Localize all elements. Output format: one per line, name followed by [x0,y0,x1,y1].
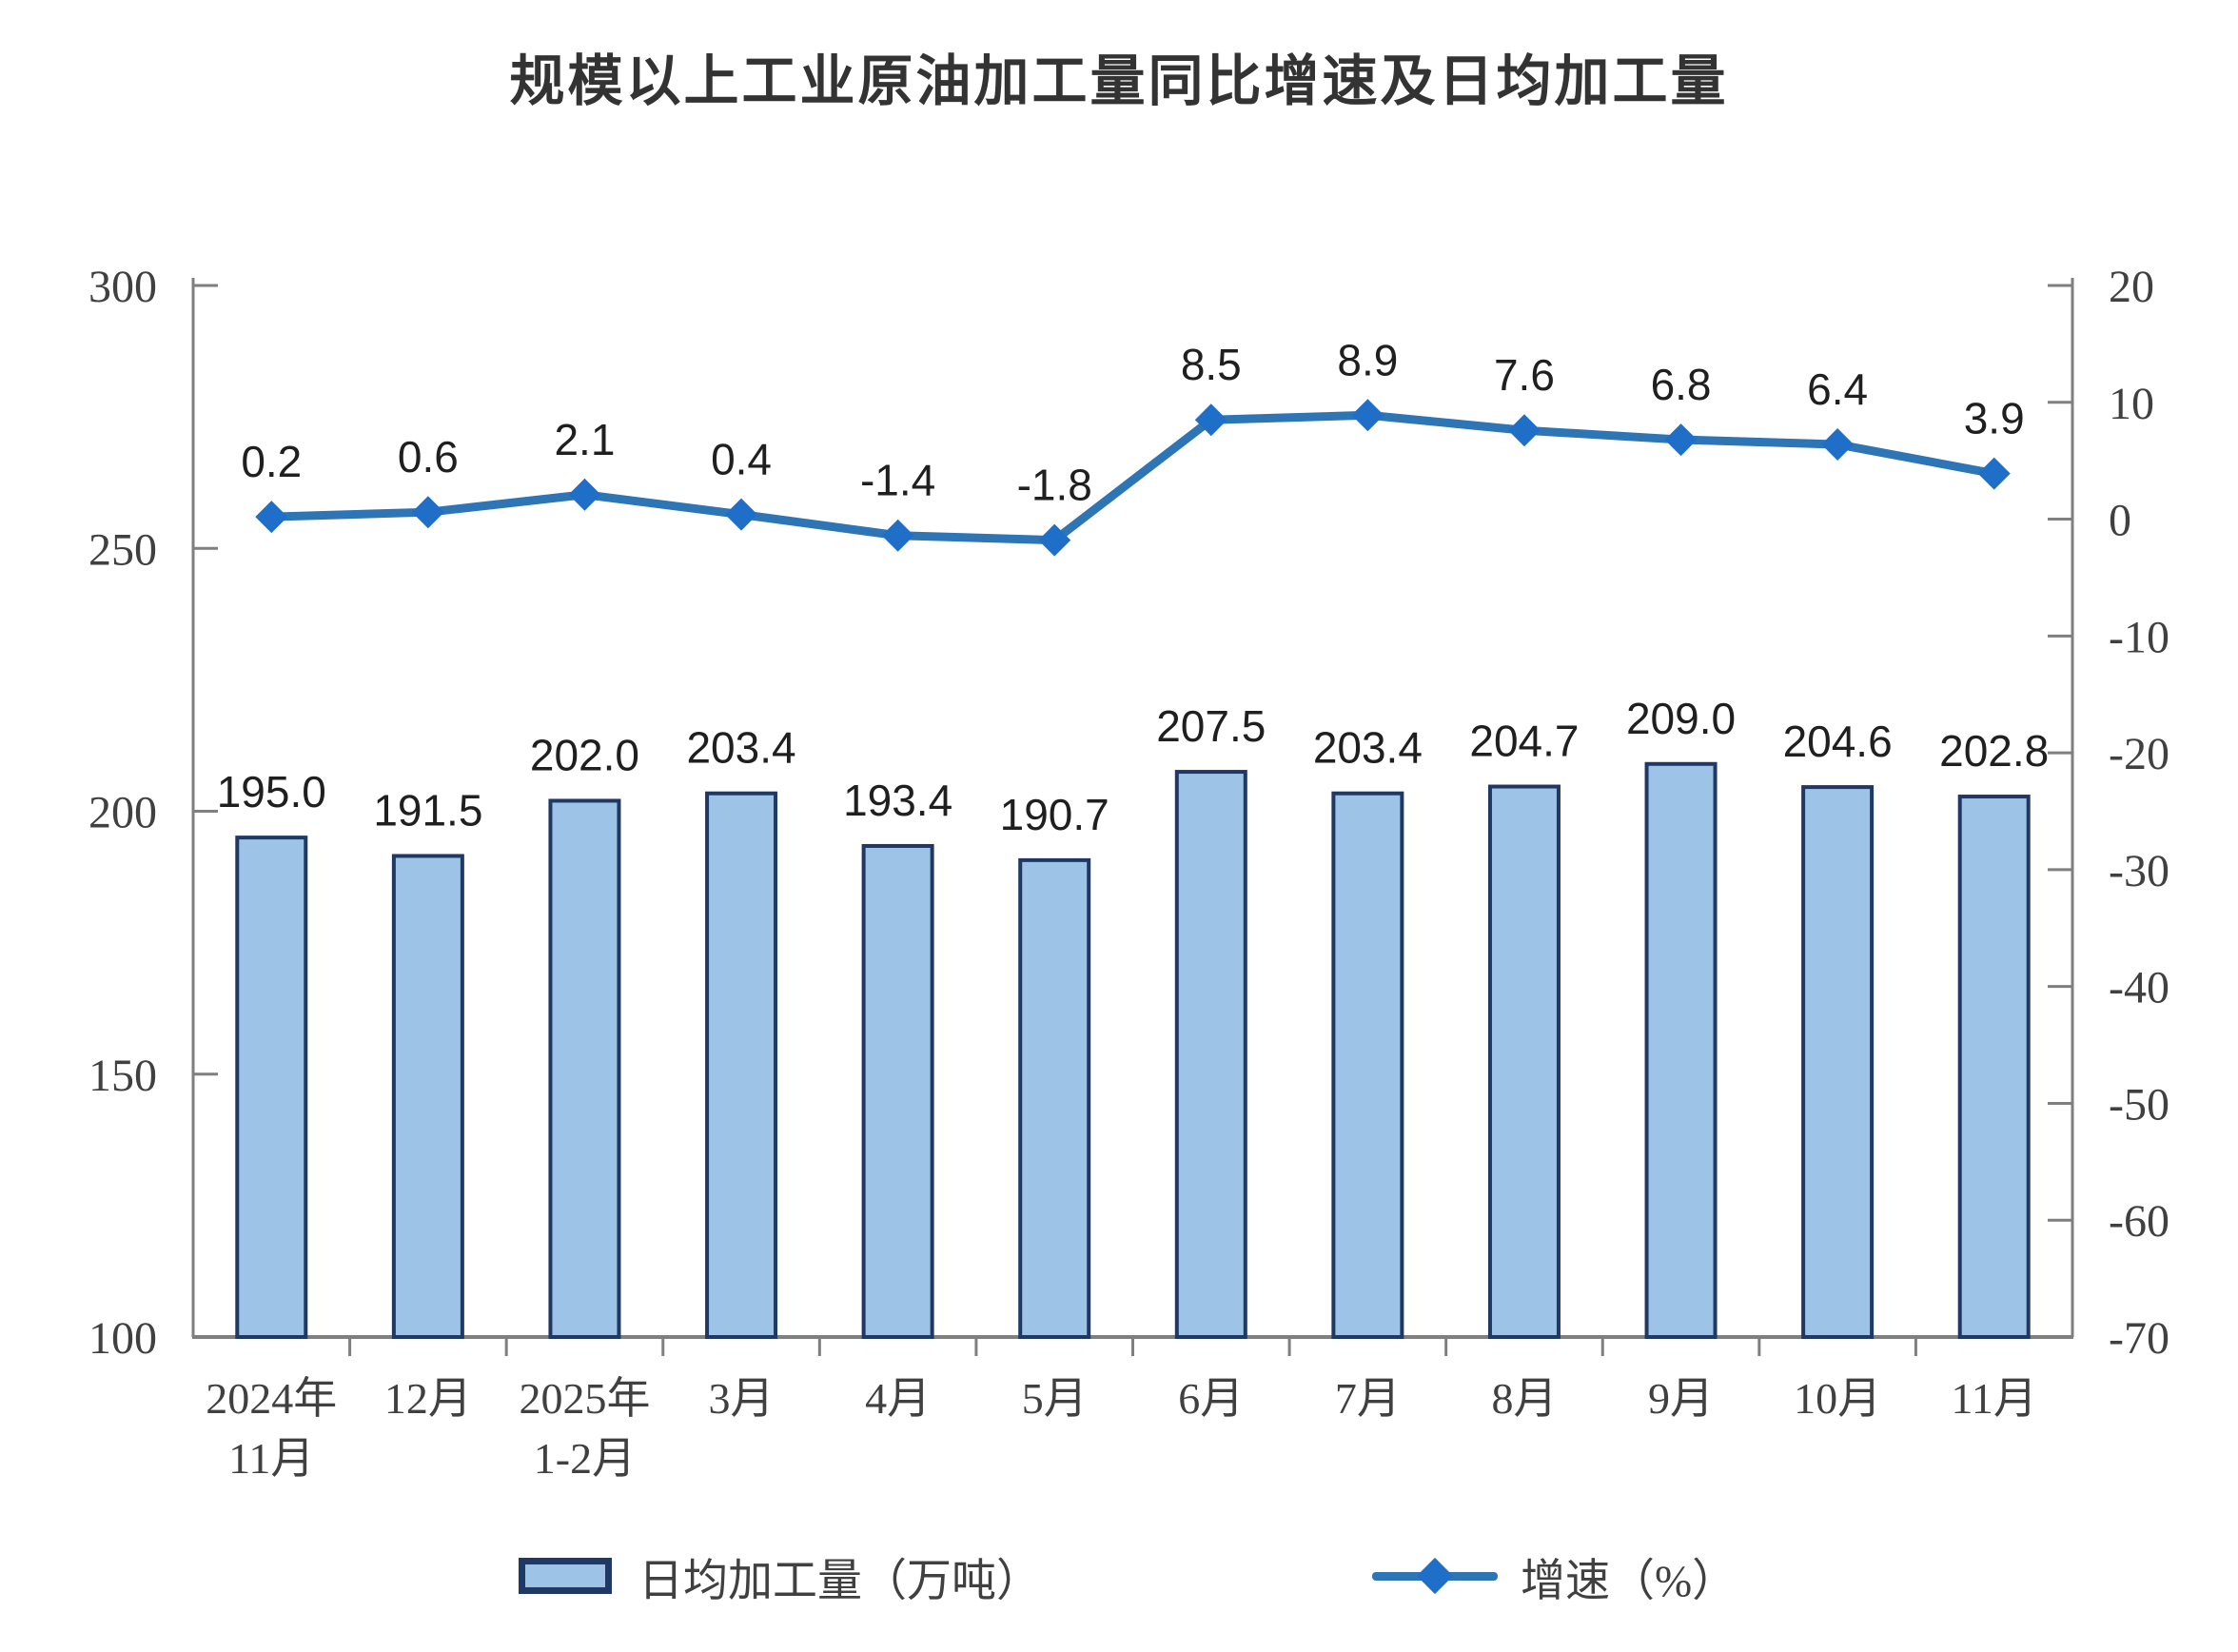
line-marker-diamond-icon [1977,457,2011,490]
line-value-label: 8.5 [1181,340,1242,389]
x-axis-label: 3月 [709,1374,775,1423]
x-axis-label: 10月 [1794,1374,1881,1423]
x-axis-label: 9月 [1648,1374,1714,1423]
bar [548,798,621,1339]
bar [1174,770,1247,1339]
right-axis-tick-label: -70 [2109,1313,2169,1364]
bar-value-label: 202.0 [530,730,639,779]
x-axis-label: 2024年 [206,1374,337,1423]
bar-value-label: 203.4 [1313,723,1423,773]
bar-value-label: 193.4 [843,776,952,825]
line-marker-diamond-icon [725,498,758,531]
growth-line [266,410,1999,545]
line-value-label: 2.1 [554,415,615,464]
bar [705,791,778,1339]
line-value-label: 6.4 [1807,364,1868,414]
bar-value-label: 203.4 [686,723,795,773]
bar [1957,795,2031,1339]
left-axis-tick-label: 250 [88,524,157,575]
line-marker-diamond-icon [255,501,288,534]
right-axis-tick-label: 10 [2109,379,2154,429]
x-axis-label: 11月 [228,1434,314,1483]
right-axis-tick-label: -20 [2109,729,2169,779]
bar-value-label: 209.0 [1626,694,1736,743]
x-axis-label: 2025年 [519,1374,650,1423]
bar [391,854,464,1340]
line-value-label: 3.9 [1964,394,2025,443]
left-axis-tick-label: 300 [88,262,157,312]
line-value-label: -1.8 [1017,461,1092,510]
legend-diamond-icon [1416,1557,1454,1595]
line-value-label: 0.4 [711,435,772,484]
bar-value-label: 202.8 [1939,726,2049,776]
bar [1644,761,1718,1339]
bar [861,843,934,1339]
right-axis-tick-label: -30 [2109,846,2169,896]
bar-value-label: 204.7 [1469,717,1579,766]
x-axis-label: 11月 [1952,1374,2037,1423]
bar-series-label: 日均加工量（万吨） [638,1556,1041,1606]
line-marker-diamond-icon [1351,399,1384,432]
right-axis-tick-label: -40 [2109,963,2169,1013]
bar-value-label: 207.5 [1156,701,1266,751]
right-axis-tick-label: -50 [2109,1079,2169,1130]
bar-value-label: 204.6 [1783,717,1893,766]
line-series-label: 增速（%） [1521,1556,1737,1606]
x-axis-label: 12月 [384,1374,472,1423]
line-value-label: 6.8 [1651,360,1712,409]
line-value-label: 7.6 [1494,350,1555,400]
left-axis-tick-label: 100 [88,1313,157,1364]
line-marker-diamond-icon [568,478,601,511]
bar-series-swatch-icon [519,1558,612,1594]
line-value-label: -1.4 [860,456,935,505]
line-marker-diamond-icon [1821,427,1855,461]
bar-value-label: 191.5 [373,785,482,835]
line-marker-diamond-icon [1507,414,1541,447]
bar [1487,784,1561,1339]
bar-value-label: 190.7 [1000,790,1109,839]
line-value-label: 8.9 [1337,335,1398,384]
x-axis-label: 6月 [1178,1374,1244,1423]
line-series-swatch-icon [1372,1555,1498,1597]
right-axis-tick-label: 0 [2109,496,2131,546]
bar [1331,791,1404,1339]
x-axis-label: 7月 [1335,1374,1401,1423]
line-marker-diamond-icon [1664,423,1698,457]
bar-value-label: 195.0 [217,767,326,816]
legend-item-line: 增速（%） [1372,1547,1737,1606]
chart-title: 规模以上工业原油加工量同比增速及日均加工量 [509,50,1729,112]
line-marker-diamond-icon [1038,523,1071,557]
line-marker-diamond-icon [881,519,914,552]
right-axis-tick-label: 20 [2109,262,2154,312]
bar [235,836,308,1339]
legend-item-bars: 日均加工量（万吨） [519,1547,1041,1606]
line-marker-diamond-icon [411,496,444,529]
bar [1018,857,1091,1339]
line-value-label: 0.2 [241,437,302,486]
x-axis-label: 8月 [1491,1374,1557,1423]
left-axis-tick-label: 200 [88,788,157,838]
x-axis-label: 5月 [1022,1374,1088,1423]
x-axis-label: 4月 [865,1374,931,1423]
right-axis-tick-label: -60 [2109,1196,2169,1247]
line-marker-diamond-icon [1194,403,1227,437]
line-value-label: 0.6 [398,432,459,482]
right-axis-tick-label: -10 [2109,612,2169,662]
bar [1801,785,1875,1339]
left-axis-tick-label: 150 [88,1051,157,1101]
x-axis-label: 1-2月 [534,1434,636,1483]
